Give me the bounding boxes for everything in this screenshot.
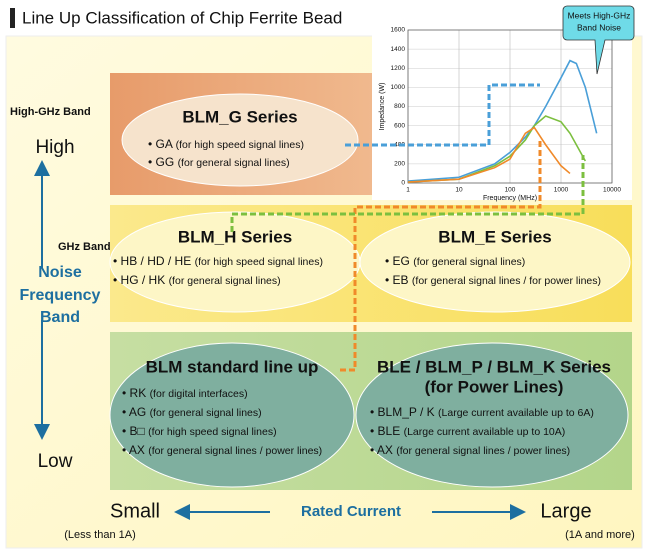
groups: BLM_G Series • GA (for high speed signal… — [113, 107, 611, 457]
y-tick-label: 600 — [394, 122, 405, 129]
callout — [562, 5, 635, 75]
item: • RK (for digital interfaces) — [122, 386, 248, 400]
note: (for high speed signal lines) — [195, 256, 323, 268]
y-tick-label: 0 — [401, 180, 405, 187]
label: Frequency — [20, 287, 101, 304]
group-ellipse — [355, 342, 629, 488]
item: • BLE (Large current available up to 10A… — [370, 424, 565, 438]
code: BLE — [378, 424, 401, 438]
note: (Large current available up to 6A) — [438, 407, 594, 419]
code: HB / HD / HE — [121, 254, 192, 268]
title-bar — [10, 8, 15, 28]
group-title: BLM_E Series — [438, 227, 551, 246]
code: B□ — [130, 424, 145, 438]
item: • AG (for general signal lines) — [122, 405, 262, 419]
y-tick-label: 1400 — [391, 46, 406, 53]
note: (for high speed signal lines) — [176, 139, 304, 151]
y-tick-label: 1000 — [391, 84, 406, 91]
connector — [340, 140, 542, 372]
label: Low — [38, 451, 73, 472]
callout-text: Meets High-GHz — [568, 10, 631, 20]
label: Small — [110, 500, 160, 522]
group-title: BLM_G Series — [182, 107, 297, 126]
code: RK — [130, 386, 147, 400]
x-tick-label: 10 — [455, 187, 463, 194]
group-title: BLM standard line up — [146, 357, 319, 376]
label: Rated Current — [301, 503, 401, 520]
x-tick-label: 1 — [406, 187, 410, 194]
code: AG — [129, 405, 146, 419]
connector — [230, 155, 585, 232]
code: AX — [129, 443, 145, 457]
code: GG — [156, 155, 175, 169]
item: • BLM_P / K (Large current available up … — [370, 405, 594, 419]
item: • GA (for high speed signal lines) — [148, 137, 304, 151]
group-ellipse — [359, 211, 631, 313]
note: (for general signal lines) — [150, 407, 262, 419]
label: High — [35, 137, 74, 158]
label: GHz Band — [58, 241, 111, 253]
inset-chart-frame — [372, 18, 632, 200]
note: (for general signal lines) — [169, 275, 281, 287]
note: (for general signal lines / for power li… — [412, 275, 601, 287]
group-title: BLE / BLM_P / BLM_K Series — [377, 357, 611, 376]
item: • B□ (for high speed signal lines) — [122, 424, 277, 438]
code: BLM_P / K — [378, 405, 435, 419]
item: • GG (for general signal lines) — [148, 155, 290, 169]
series-line — [407, 126, 571, 183]
note: (for general signal lines) — [178, 157, 290, 169]
label: (Less than 1A) — [64, 529, 136, 541]
x-tick-label: 1000 — [554, 187, 569, 194]
note: (Large current available up to 10A) — [404, 426, 566, 438]
label: High-GHz Band — [10, 106, 91, 118]
code: EG — [393, 254, 410, 268]
note: (for high speed signal lines) — [148, 426, 276, 438]
group-ellipse — [109, 342, 355, 488]
y-axis-label: Impedance (W) — [379, 83, 386, 131]
plot-frame — [407, 29, 613, 184]
item: • EB (for general signal lines / for pow… — [385, 273, 601, 287]
code: AX — [377, 443, 393, 457]
group-title: BLM_H Series — [178, 227, 292, 246]
x-tick-label: 10000 — [603, 187, 621, 194]
item: • HB / HD / HE (for high speed signal li… — [113, 254, 323, 268]
note: (for general signal lines / power lines) — [148, 445, 322, 457]
bottom-axis: Small Large Rated Current (Less than 1A)… — [64, 500, 635, 541]
note: (for general signal lines) — [413, 256, 525, 268]
item: • HG / HK (for general signal lines) — [113, 273, 281, 287]
label: (1A and more) — [565, 529, 635, 541]
code: GA — [156, 137, 173, 151]
y-tick-label: 1600 — [391, 27, 406, 34]
group-ellipse — [121, 93, 359, 187]
label: Noise — [38, 264, 82, 281]
x-tick-label: 100 — [505, 187, 516, 194]
x-axis-label: Frequency (MHz) — [483, 195, 537, 202]
callout-text: Band Noise — [577, 22, 621, 32]
series-line — [407, 115, 587, 183]
note: (for digital interfaces) — [150, 388, 248, 400]
item: • AX (for general signal lines / power l… — [370, 443, 570, 457]
y-tick-label: 800 — [394, 103, 405, 110]
left-axis: High-GHz Band High GHz Band Noise Freque… — [10, 106, 111, 472]
label: Large — [540, 500, 591, 522]
group-title: (for Power Lines) — [425, 377, 564, 396]
label: Band — [40, 309, 80, 326]
y-tick-label: 1200 — [391, 65, 406, 72]
code: EB — [393, 273, 409, 287]
connector — [345, 83, 540, 147]
y-tick-label: 200 — [394, 161, 405, 168]
series-line — [407, 59, 598, 182]
item: • EG (for general signal lines) — [385, 254, 525, 268]
note: (for general signal lines / power lines) — [396, 445, 570, 457]
page-title: Line Up Classification of Chip Ferrite B… — [22, 8, 342, 27]
code: HG / HK — [121, 273, 166, 287]
item: • AX (for general signal lines / power l… — [122, 443, 322, 457]
